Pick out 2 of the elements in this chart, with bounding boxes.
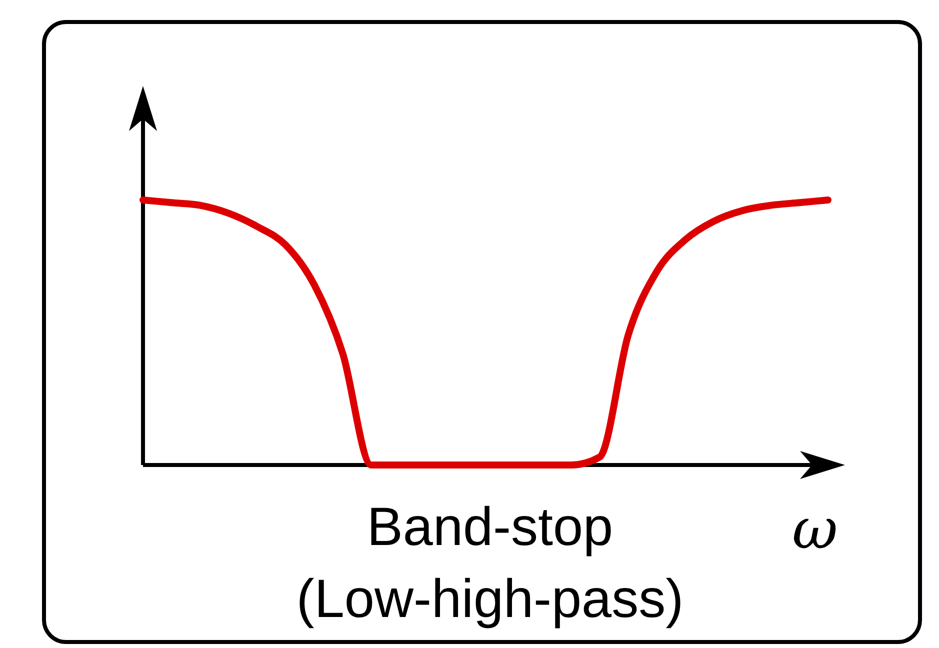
- x-axis-title: ω: [792, 497, 838, 562]
- text: Band-stop (Low-high-pass): [296, 497, 684, 629]
